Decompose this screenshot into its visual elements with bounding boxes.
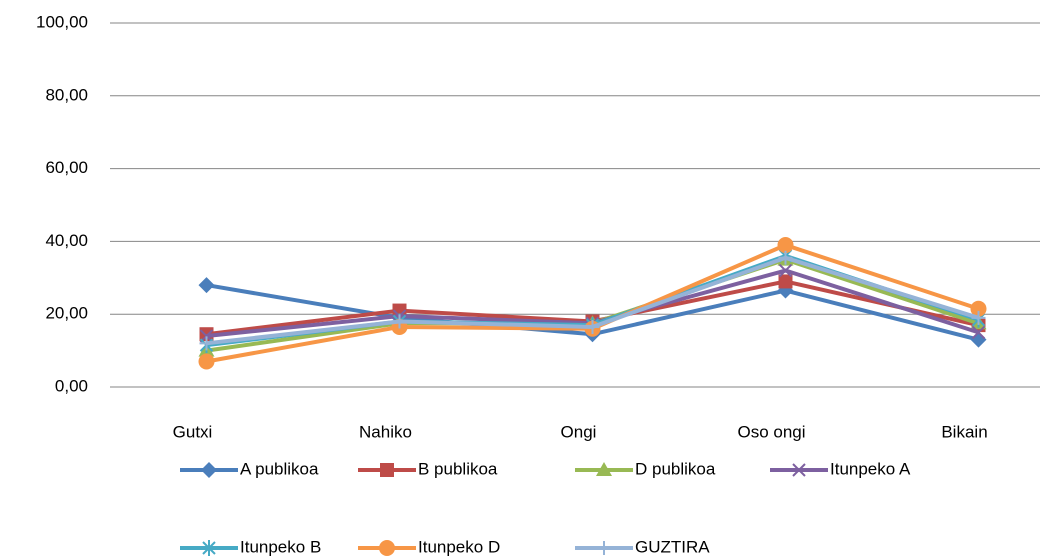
legend-label: Itunpeko D (418, 537, 500, 556)
marker (392, 303, 407, 318)
legend-label: Itunpeko B (240, 537, 321, 556)
x-tick-label: Bikain (941, 422, 987, 441)
x-tick-label: Ongi (561, 422, 597, 441)
marker (778, 250, 793, 265)
marker (198, 277, 215, 294)
legend-marker (792, 463, 806, 477)
y-tick-label: 60,00 (45, 158, 88, 177)
marker (199, 336, 214, 351)
legend-marker (596, 462, 612, 476)
legend-label: D publikoa (635, 459, 716, 478)
legend-label: Itunpeko A (830, 459, 911, 478)
legend-label: B publikoa (418, 459, 498, 478)
legend-label: A publikoa (240, 459, 319, 478)
legend-marker (202, 540, 216, 556)
y-tick-label: 0,00 (55, 376, 88, 395)
marker (971, 325, 986, 340)
marker (970, 331, 987, 348)
marker (970, 300, 987, 317)
marker (392, 314, 407, 329)
marker (778, 263, 793, 278)
x-tick-label: Gutxi (173, 422, 213, 441)
legend-label: GUZTIRA (635, 537, 710, 556)
y-tick-label: 100,00 (36, 12, 88, 31)
legend-marker (380, 463, 394, 477)
marker (198, 353, 215, 370)
y-tick-label: 40,00 (45, 231, 88, 250)
legend-marker (597, 541, 611, 555)
marker (971, 310, 986, 325)
y-tick-label: 80,00 (45, 85, 88, 104)
marker (778, 274, 793, 289)
marker (585, 319, 600, 334)
legend-marker (201, 462, 217, 478)
marker (777, 237, 794, 254)
y-tick-label: 20,00 (45, 304, 88, 323)
x-tick-label: Nahiko (359, 422, 412, 441)
x-tick-label: Oso ongi (737, 422, 805, 441)
legend-marker (379, 540, 395, 556)
